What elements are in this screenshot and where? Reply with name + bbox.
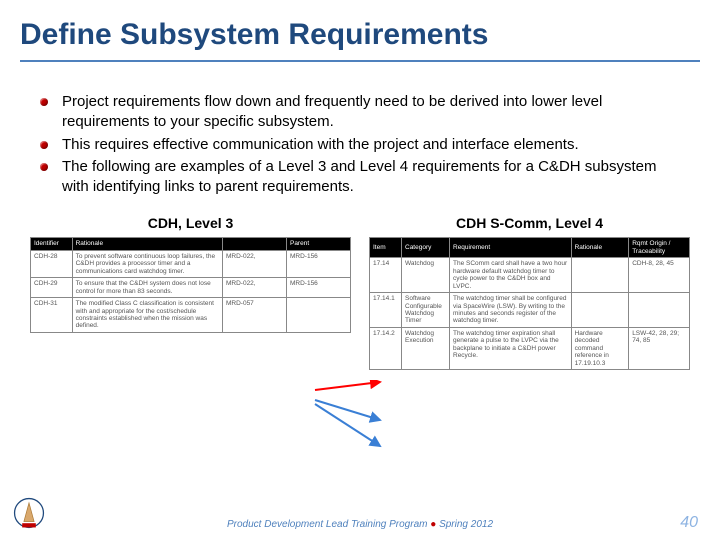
cell: The modified Class C classification is c… [72, 298, 222, 333]
cell: The watchdog timer expiration shall gene… [450, 327, 572, 369]
flow-arrows-icon [310, 380, 390, 460]
cell: MRD-156 [286, 250, 350, 277]
cell: MRD-057 [222, 298, 286, 333]
left-table: Identifier Rationale Parent CDH-28 To pr… [30, 237, 351, 333]
table-row: CDH-31 The modified Class C classificati… [31, 298, 351, 333]
bullet-item: This requires effective communication wi… [40, 135, 680, 155]
th: Rationale [72, 238, 222, 250]
cell: 17.14.1 [370, 293, 402, 328]
left-table-block: CDH, Level 3 Identifier Rationale Parent… [30, 215, 351, 333]
th: Identifier [31, 238, 73, 250]
th: Rationale [571, 238, 629, 258]
table-row: CDH-28 To prevent software continuous lo… [31, 250, 351, 277]
tables-row: CDH, Level 3 Identifier Rationale Parent… [0, 209, 720, 370]
footer-term: Spring 2012 [439, 519, 493, 530]
th: Item [370, 238, 402, 258]
cell: To ensure that the C&DH system does not … [72, 278, 222, 298]
table-row: 17.14.2 Watchdog Execution The watchdog … [370, 327, 690, 369]
footer-dot-icon: ● [430, 519, 439, 530]
slide-title: Define Subsystem Requirements [0, 0, 720, 60]
cell: The watchdog timer shall be configured v… [450, 293, 572, 328]
footer-program: Product Development Lead Training Progra… [227, 519, 427, 530]
th: Parent [286, 238, 350, 250]
cell: 17.14 [370, 258, 402, 293]
cell: CDH-28 [31, 250, 73, 277]
right-table-block: CDH S-Comm, Level 4 Item Category Requir… [369, 215, 690, 370]
cell: Watchdog Execution [402, 327, 450, 369]
bullet-item: Project requirements flow down and frequ… [40, 92, 680, 133]
cell: To prevent software continuous loop fail… [72, 250, 222, 277]
cell: Hardware decoded command reference in 17… [571, 327, 629, 369]
cell: CDH-8, 28, 45 [629, 258, 690, 293]
th: Rqmt Origin / Traceability [629, 238, 690, 258]
cell: CDH-29 [31, 278, 73, 298]
cell: 17.14.2 [370, 327, 402, 369]
right-table: Item Category Requirement Rationale Rqmt… [369, 237, 690, 370]
cell: Watchdog [402, 258, 450, 293]
cell: CDH-31 [31, 298, 73, 333]
cell [571, 293, 629, 328]
bullet-item: The following are examples of a Level 3 … [40, 157, 680, 198]
cell: The SComm card shall have a two hour har… [450, 258, 572, 293]
cell: Software Configurable Watchdog Timer [402, 293, 450, 328]
cell [571, 258, 629, 293]
footer: Product Development Lead Training Progra… [0, 519, 720, 530]
page-number: 40 [680, 514, 698, 532]
table-row: 17.14 Watchdog The SComm card shall have… [370, 258, 690, 293]
cell [629, 293, 690, 328]
cell: MRD-156 [286, 278, 350, 298]
right-caption: CDH S-Comm, Level 4 [369, 215, 690, 231]
th: Category [402, 238, 450, 258]
table-row: CDH-29 To ensure that the C&DH system do… [31, 278, 351, 298]
th: Requirement [450, 238, 572, 258]
left-caption: CDH, Level 3 [30, 215, 351, 231]
cell: MRD-022, [222, 250, 286, 277]
cell: LSW-42, 28, 29; 74, 85 [629, 327, 690, 369]
th [222, 238, 286, 250]
cell: MRD-022, [222, 278, 286, 298]
table-row: 17.14.1 Software Configurable Watchdog T… [370, 293, 690, 328]
cell [286, 298, 350, 333]
bullet-list: Project requirements flow down and frequ… [0, 62, 720, 209]
